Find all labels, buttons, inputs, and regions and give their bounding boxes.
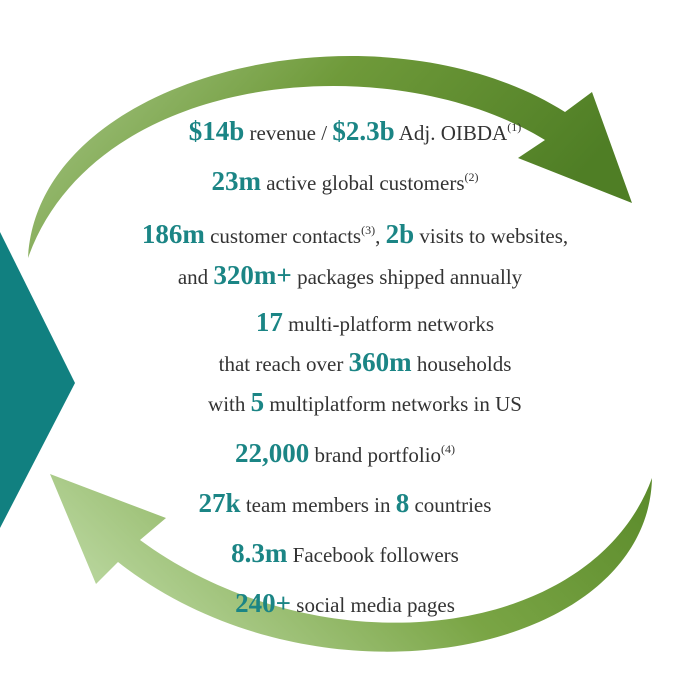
stat-text: visits to websites, <box>414 224 568 248</box>
stat-text: multiplatform networks in US <box>264 392 522 416</box>
stat-number: 8 <box>396 488 410 518</box>
stat-number: 186m <box>142 219 206 249</box>
stat-line: $14b revenue / $2.3b Adj. OIBDA(1) <box>189 116 521 146</box>
stat-number: 240+ <box>235 588 291 618</box>
stat-number: 320m+ <box>213 260 291 290</box>
stat-line: 8.3m Facebook followers <box>231 538 459 568</box>
stat-number: 360m <box>349 347 413 377</box>
stat-text: with <box>208 392 251 416</box>
stat-number: 27k <box>199 488 241 518</box>
stat-text: brand portfolio <box>309 443 441 467</box>
footnote-ref: (1) <box>507 120 521 134</box>
stat-text: customer contacts <box>205 224 361 248</box>
stat-text: team members in <box>241 493 396 517</box>
stat-number: 17 <box>256 307 283 337</box>
stat-number: $2.3b <box>332 116 394 146</box>
stat-line: 186m customer contacts(3), 2b visits to … <box>142 219 568 249</box>
chevron <box>0 232 75 528</box>
stat-text: countries <box>409 493 491 517</box>
text-block: $14b revenue / $2.3b Adj. OIBDA(1) 23m ac… <box>142 116 568 618</box>
footnote-ref: (2) <box>465 170 479 184</box>
stat-number: $14b <box>189 116 245 146</box>
stat-text: social media pages <box>291 593 455 617</box>
stat-text: and <box>178 265 214 289</box>
stat-number: 5 <box>251 387 265 417</box>
footnote-ref: (4) <box>441 442 455 456</box>
stat-number: 23m <box>211 166 261 196</box>
stat-line: that reach over 360m households <box>219 347 512 377</box>
stat-text: that reach over <box>219 352 349 376</box>
stat-line: 240+ social media pages <box>235 588 455 618</box>
stat-number: 22,000 <box>235 438 309 468</box>
bottom-arrow <box>50 474 652 652</box>
stat-text: multi-platform networks <box>283 312 494 336</box>
stat-line: 27k team members in 8 countries <box>199 488 492 518</box>
stat-text: , <box>375 224 386 248</box>
top-arrow <box>28 56 632 258</box>
stat-text: Adj. OIBDA <box>395 121 508 145</box>
stat-line: with 5 multiplatform networks in US <box>208 387 522 417</box>
stat-text: households <box>412 352 512 376</box>
stat-number: 8.3m <box>231 538 288 568</box>
stat-line: 23m active global customers(2) <box>211 166 478 196</box>
footnote-ref: (3) <box>361 223 375 237</box>
stat-line: 17 multi-platform networks <box>256 307 494 337</box>
stat-text: revenue / <box>244 121 332 145</box>
stat-text: active global customers <box>261 171 465 195</box>
stat-line: 22,000 brand portfolio(4) <box>235 438 455 468</box>
stat-number: 2b <box>386 219 415 249</box>
stat-text: packages shipped annually <box>292 265 523 289</box>
stat-text: Facebook followers <box>287 543 458 567</box>
stat-line: and 320m+ packages shipped annually <box>178 260 523 290</box>
